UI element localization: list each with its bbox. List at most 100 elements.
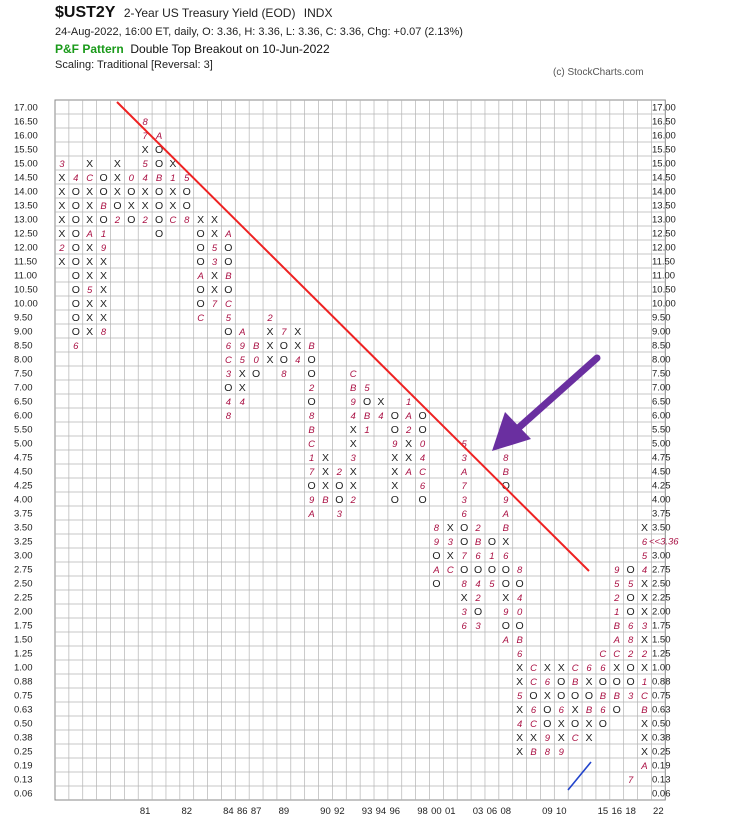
purple-arrow-annotation	[492, 354, 601, 451]
month-box: 5	[226, 313, 232, 324]
y-tick-label-left: 5.50	[14, 425, 33, 436]
month-box: 9	[503, 495, 509, 506]
o-box: O	[197, 298, 205, 310]
o-box: O	[516, 578, 524, 590]
y-tick-label-right: 15.00	[652, 159, 676, 170]
month-box: 9	[559, 747, 565, 758]
month-box: C	[169, 215, 176, 226]
y-tick-label-right: 0.06	[652, 789, 671, 800]
x-tick-label: 08	[500, 806, 511, 817]
downtrend-line	[116, 101, 590, 572]
month-box: C	[572, 733, 579, 744]
month-box: 8	[628, 635, 634, 646]
y-tick-label-left: 0.75	[14, 691, 33, 702]
y-tick-label-right: 3.50	[652, 523, 671, 534]
month-box: B	[586, 705, 593, 716]
month-box: 6	[559, 705, 565, 716]
x-box: X	[114, 158, 121, 170]
x-box: X	[447, 522, 454, 534]
y-tick-label-right: 8.50	[652, 341, 671, 352]
x-box: X	[641, 592, 648, 604]
x-box: X	[266, 326, 273, 338]
o-box: O	[418, 494, 426, 506]
y-tick-label-left: 4.00	[14, 495, 33, 506]
y-tick-label-left: 14.50	[14, 173, 38, 184]
y-tick-label-left: 15.00	[14, 159, 38, 170]
month-box: 2	[350, 495, 357, 506]
x-box: X	[86, 242, 93, 254]
x-box: X	[641, 732, 648, 744]
month-box: 6	[73, 341, 79, 352]
month-box: 5	[143, 159, 149, 170]
o-box: O	[155, 158, 163, 170]
y-tick-label-left: 3.50	[14, 523, 33, 534]
x-box: X	[86, 326, 93, 338]
x-box: X	[322, 466, 329, 478]
x-box: X	[391, 466, 398, 478]
x-box: X	[641, 606, 648, 618]
month-box: C	[86, 173, 93, 184]
y-tick-label-left: 0.06	[14, 789, 33, 800]
y-tick-label-right: 2.00	[652, 607, 671, 618]
x-box: X	[641, 746, 648, 758]
x-tick-label: 81	[140, 806, 151, 817]
month-box: 8	[143, 117, 149, 128]
month-box: 6	[628, 621, 634, 632]
x-box: X	[239, 382, 246, 394]
pnf-chart: 17.0016.5016.0015.5015.0014.5014.0013.50…	[14, 99, 679, 817]
x-box: X	[447, 550, 454, 562]
x-box: X	[350, 466, 357, 478]
x-box: X	[641, 578, 648, 590]
o-box: O	[72, 284, 80, 296]
month-box: 6	[531, 705, 537, 716]
o-box: O	[571, 690, 579, 702]
month-box: 7	[309, 467, 315, 478]
last-price-marker: <<3.36	[649, 537, 679, 548]
o-box: O	[474, 606, 482, 618]
x-box: X	[100, 298, 107, 310]
arrow-shaft	[511, 354, 601, 435]
month-box: 7	[212, 299, 218, 310]
month-box: 2	[474, 523, 481, 534]
o-box: O	[502, 578, 510, 590]
y-tick-label-right: 4.75	[652, 453, 671, 464]
x-box: X	[128, 200, 135, 212]
y-tick-label-right: 2.75	[652, 565, 671, 576]
x-box: X	[86, 298, 93, 310]
y-tick-label-right: 12.50	[652, 229, 676, 240]
month-box: 6	[475, 551, 481, 562]
pnf-columns: 3XXXXX2X4OOOOOOOOOOO6XCXXXAXXX5XXXOOBO19…	[58, 117, 648, 786]
month-box: B	[322, 495, 329, 506]
chart-header: $UST2Y 2-Year US Treasury Yield (EOD) IN…	[55, 4, 745, 78]
o-box: O	[432, 550, 440, 562]
x-box: X	[572, 704, 579, 716]
month-box: 4	[240, 397, 245, 408]
title-line: $UST2Y 2-Year US Treasury Yield (EOD) IN…	[55, 4, 332, 22]
o-box: O	[335, 480, 343, 492]
copyright: (c) StockCharts.com	[553, 67, 644, 78]
instrument-name: 2-Year US Treasury Yield (EOD)	[123, 6, 296, 20]
x-tick-label: 01	[445, 806, 456, 817]
y-tick-label-right: 1.25	[652, 649, 671, 660]
y-tick-label-left: 15.50	[14, 145, 38, 156]
month-box: 6	[226, 341, 232, 352]
x-box: X	[502, 536, 509, 548]
month-box: 3	[462, 607, 468, 618]
month-box: C	[308, 439, 315, 450]
y-tick-label-right: 4.50	[652, 467, 671, 478]
o-box: O	[474, 564, 482, 576]
y-tick-label-right: 4.25	[652, 481, 671, 492]
y-tick-label-right: 1.75	[652, 621, 671, 632]
month-box: 3	[475, 621, 481, 632]
y-tick-label-right: 6.50	[652, 397, 671, 408]
y-tick-label-left: 2.75	[14, 565, 33, 576]
x-box: X	[322, 480, 329, 492]
month-box: 6	[586, 663, 592, 674]
month-box: 3	[628, 691, 634, 702]
month-box: 3	[642, 621, 648, 632]
month-box: 4	[475, 579, 480, 590]
x-tick-label: 89	[279, 806, 290, 817]
o-box: O	[543, 718, 551, 730]
x-box: X	[391, 480, 398, 492]
y-tick-label-right: 3.00	[652, 551, 671, 562]
